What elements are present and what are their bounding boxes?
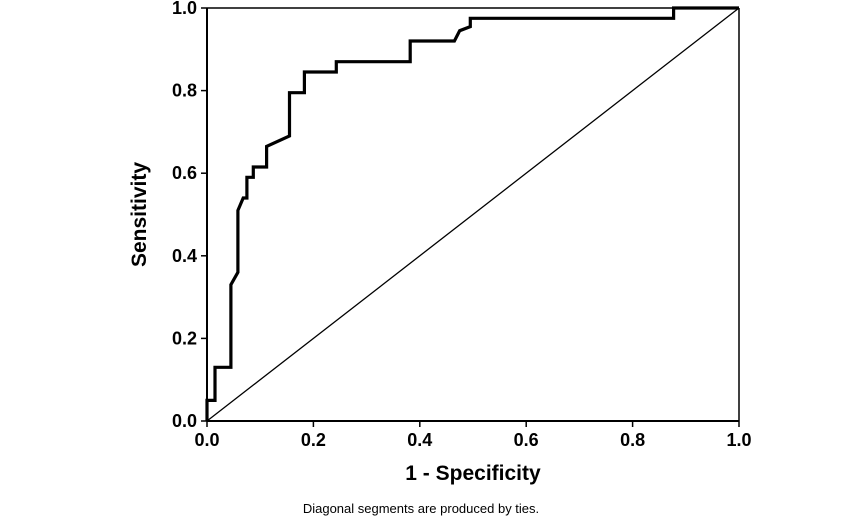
x-tick-label: 0.0 bbox=[194, 430, 219, 450]
y-tick-label: 0.6 bbox=[172, 163, 197, 183]
x-tick-label: 0.4 bbox=[407, 430, 432, 450]
y-tick-label: 0.8 bbox=[172, 81, 197, 101]
x-tick-label: 0.2 bbox=[301, 430, 326, 450]
x-tick-label: 0.8 bbox=[620, 430, 645, 450]
plot-area: 0.0 0.2 0.4 0.6 0.8 1.0 0.0 0.2 0.4 0.6 0.8 1.0 bbox=[172, 0, 752, 450]
y-tick-label: 0.2 bbox=[172, 328, 197, 348]
x-tick-label: 1.0 bbox=[726, 430, 751, 450]
reference-diagonal-line bbox=[206, 7, 740, 422]
y-tick-label: 1.0 bbox=[172, 0, 197, 18]
x-axis-title: 1 - Specificity bbox=[405, 462, 541, 485]
footnote-text: Diagonal segments are produced by ties. bbox=[303, 501, 539, 516]
y-tick-label: 0.0 bbox=[172, 411, 197, 431]
y-tick-label: 0.4 bbox=[172, 246, 197, 266]
axis-ticks: 0.0 0.2 0.4 0.6 0.8 1.0 0.0 0.2 0.4 0.6 0.8 1.0 bbox=[172, 0, 752, 450]
x-tick-label: 0.6 bbox=[514, 430, 539, 450]
y-axis-title: Sensitivity bbox=[128, 162, 151, 267]
roc-curve-line bbox=[205, 6, 739, 421]
